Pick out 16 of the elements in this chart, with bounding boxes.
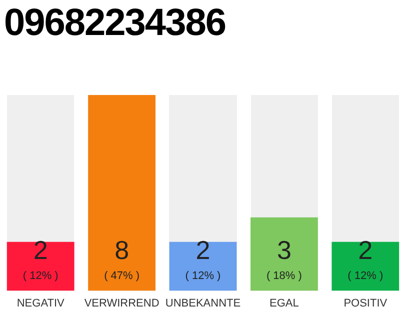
- x-tick-label: EGAL: [270, 297, 299, 310]
- x-tick-label: VERWIRREND: [84, 297, 160, 310]
- data-label: 3: [276, 234, 292, 265]
- annotation: ( 47% ): [104, 270, 140, 282]
- data-label: 2: [33, 234, 48, 265]
- x-tick-label: POSITIV: [344, 297, 388, 310]
- annotation: ( 18% ): [266, 270, 302, 282]
- data-label: 8: [114, 234, 130, 265]
- annotation: ( 12% ): [22, 270, 58, 282]
- x-tick-label: UNBEKANNTE: [165, 297, 241, 310]
- chart-title: 09682234386: [4, 1, 226, 46]
- annotation: ( 12% ): [348, 270, 384, 282]
- data-label: 2: [196, 234, 210, 265]
- annotation: ( 12% ): [185, 270, 221, 282]
- x-tick-label: NEGATIV: [16, 297, 65, 310]
- data-label: 2: [358, 234, 373, 265]
